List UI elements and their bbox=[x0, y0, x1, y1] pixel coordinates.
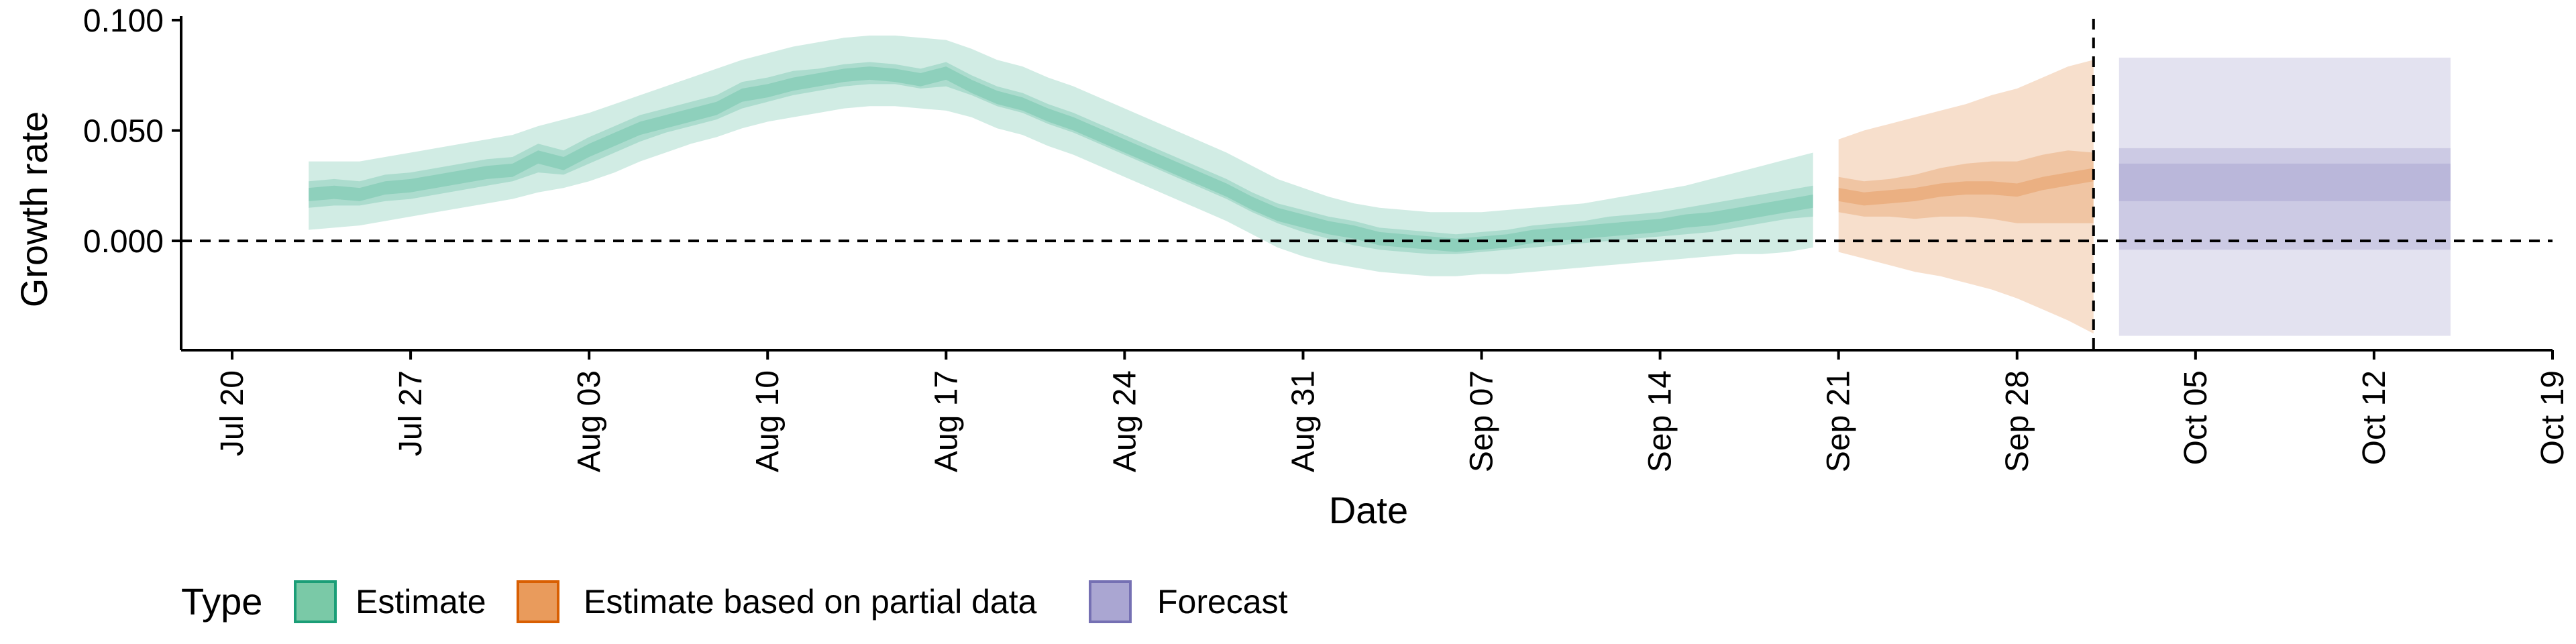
legend-title: Type bbox=[181, 580, 262, 623]
y-tick-label: 0.050 bbox=[83, 114, 164, 150]
legend-entry-label: Forecast bbox=[1157, 583, 1288, 621]
y-tick-label: 0.100 bbox=[83, 3, 164, 39]
forecast-20-interval bbox=[2118, 163, 2451, 201]
legend-entry-label: Estimate based on partial data bbox=[584, 583, 1037, 621]
legend-entry-label: Estimate bbox=[356, 583, 486, 621]
x-tick-label: Sep 14 bbox=[1643, 370, 1678, 472]
x-tick-label: Oct 05 bbox=[2178, 370, 2214, 465]
legend: Type Estimate Estimate based on partial da… bbox=[181, 580, 1288, 623]
legend-key bbox=[294, 580, 337, 623]
y-axis-label: Growth rate bbox=[13, 111, 55, 308]
x-tick-label: Aug 24 bbox=[1107, 370, 1142, 472]
estimate-90-interval bbox=[309, 36, 1813, 276]
forecast-90-interval bbox=[2118, 57, 2451, 336]
estimate-median-band bbox=[309, 66, 1813, 252]
estimate-based-on-partial-data-median-band bbox=[1838, 168, 2094, 206]
x-tick-label: Oct 19 bbox=[2535, 370, 2571, 465]
ribbon-layer bbox=[309, 36, 2451, 336]
forecast-series bbox=[2118, 57, 2451, 336]
y-tick-label: 0.000 bbox=[83, 224, 164, 260]
x-axis-label: Date bbox=[1329, 489, 1408, 531]
x-tick-label: Jul 27 bbox=[393, 370, 429, 456]
legend-key bbox=[1089, 580, 1132, 623]
estimate-based-on-partial-data-series bbox=[1838, 60, 2094, 334]
x-tick-label: Aug 17 bbox=[928, 370, 964, 472]
legend-key bbox=[517, 580, 559, 623]
x-tick-label: Oct 12 bbox=[2357, 370, 2392, 465]
estimate-50-interval bbox=[309, 62, 1813, 254]
estimate-series bbox=[309, 36, 1813, 276]
x-tick-label: Sep 21 bbox=[1821, 370, 1857, 472]
reference-lines bbox=[181, 19, 2553, 350]
x-tick-label: Sep 28 bbox=[2000, 370, 2035, 472]
axes: 0.000 0.050 0.100 Jul 20 Jul 27 Aug 03 Aug 10 A… bbox=[83, 3, 2571, 472]
x-tick-label: Sep 07 bbox=[1464, 370, 1500, 472]
x-tick-label: Jul 20 bbox=[215, 370, 250, 456]
forecast-50-interval bbox=[2118, 148, 2451, 250]
x-tick-label: Aug 31 bbox=[1286, 370, 1322, 472]
x-tick-label: Aug 10 bbox=[750, 370, 786, 472]
estimate-based-on-partial-data-50-interval bbox=[1838, 150, 2094, 223]
x-tick-label: Aug 03 bbox=[572, 370, 607, 472]
estimate-based-on-partial-data-90-interval bbox=[1838, 60, 2094, 334]
